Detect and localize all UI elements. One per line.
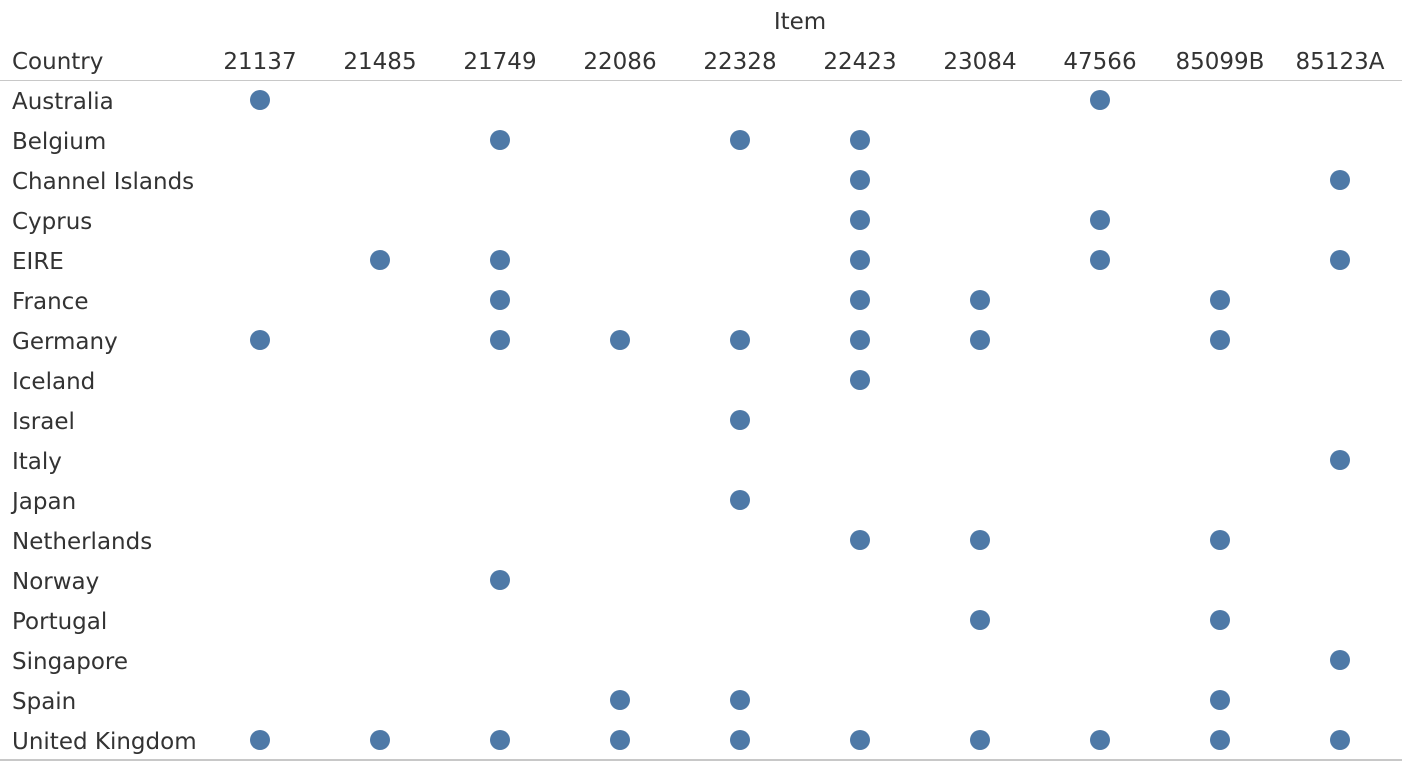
dot-mark[interactable] [730, 330, 750, 350]
row-header-title: Country [12, 49, 103, 75]
dot-mark[interactable] [1090, 250, 1110, 270]
dot-mark[interactable] [1210, 730, 1230, 750]
dot-mark[interactable] [1330, 250, 1350, 270]
row-label: Singapore [12, 649, 128, 675]
dot-mark[interactable] [850, 130, 870, 150]
dot-mark[interactable] [730, 690, 750, 710]
dot-mark[interactable] [1210, 290, 1230, 310]
column-label: 23084 [943, 49, 1016, 75]
row-label: Norway [12, 569, 99, 595]
dot-mark[interactable] [1330, 730, 1350, 750]
dot-mark[interactable] [1330, 650, 1350, 670]
dot-mark[interactable] [970, 530, 990, 550]
dot-mark[interactable] [250, 330, 270, 350]
dot-mark[interactable] [850, 290, 870, 310]
dot-mark[interactable] [1210, 610, 1230, 630]
dot-mark[interactable] [1210, 530, 1230, 550]
dot-mark[interactable] [490, 730, 510, 750]
row-label: United Kingdom [12, 729, 197, 755]
row-label: Netherlands [12, 529, 152, 555]
dot-mark[interactable] [490, 570, 510, 590]
column-label: 22086 [583, 49, 656, 75]
row-label: Spain [12, 689, 76, 715]
dot-mark[interactable] [850, 170, 870, 190]
dot-mark[interactable] [970, 610, 990, 630]
column-label: 85099B [1176, 49, 1265, 75]
dot-mark[interactable] [850, 250, 870, 270]
dot-mark[interactable] [610, 330, 630, 350]
dot-mark[interactable] [970, 330, 990, 350]
row-label: EIRE [12, 249, 64, 275]
column-label: 85123A [1296, 49, 1385, 75]
dot-mark[interactable] [970, 290, 990, 310]
column-label: 21749 [463, 49, 536, 75]
column-label: 47566 [1063, 49, 1136, 75]
row-label: Japan [10, 489, 76, 515]
dot-mark[interactable] [850, 210, 870, 230]
column-label: 22328 [703, 49, 776, 75]
dot-mark[interactable] [730, 730, 750, 750]
dot-mark[interactable] [1090, 730, 1110, 750]
row-label: Channel Islands [12, 169, 194, 195]
row-label: Iceland [12, 369, 95, 395]
dot-mark[interactable] [850, 530, 870, 550]
dot-mark[interactable] [490, 130, 510, 150]
column-label: 21485 [343, 49, 416, 75]
marks [250, 90, 1350, 750]
dot-mark[interactable] [1210, 330, 1230, 350]
dot-mark[interactable] [730, 130, 750, 150]
dot-mark[interactable] [730, 490, 750, 510]
dot-mark[interactable] [850, 330, 870, 350]
column-labels: 21137 21485 21749 22086 22328 22423 23084 47566… [223, 49, 1384, 75]
row-label: Australia [12, 89, 114, 115]
row-label: Germany [12, 329, 118, 355]
dot-mark[interactable] [730, 410, 750, 430]
row-labels: Australia Belgium Channel Islands Cyprus EIR… [10, 89, 197, 755]
dot-mark[interactable] [250, 90, 270, 110]
row-label: Belgium [12, 129, 106, 155]
dot-mark[interactable] [1090, 90, 1110, 110]
dot-mark[interactable] [850, 730, 870, 750]
dot-mark[interactable] [610, 690, 630, 710]
dot-mark[interactable] [1330, 170, 1350, 190]
dot-mark[interactable] [1090, 210, 1110, 230]
dot-mark[interactable] [970, 730, 990, 750]
dot-mark[interactable] [370, 730, 390, 750]
dot-mark[interactable] [370, 250, 390, 270]
dot-mark[interactable] [490, 330, 510, 350]
column-header-title: Item [774, 9, 826, 35]
row-label: Israel [12, 409, 75, 435]
row-label: Portugal [12, 609, 107, 635]
row-label: Italy [12, 449, 62, 475]
column-label: 22423 [823, 49, 896, 75]
column-label: 21137 [223, 49, 296, 75]
row-label: France [12, 289, 88, 315]
dot-mark[interactable] [490, 290, 510, 310]
dot-mark[interactable] [1210, 690, 1230, 710]
row-label: Cyprus [12, 209, 92, 235]
dot-mark[interactable] [490, 250, 510, 270]
dot-mark[interactable] [610, 730, 630, 750]
dot-mark[interactable] [1330, 450, 1350, 470]
dot-mark[interactable] [250, 730, 270, 750]
dot-mark[interactable] [850, 370, 870, 390]
